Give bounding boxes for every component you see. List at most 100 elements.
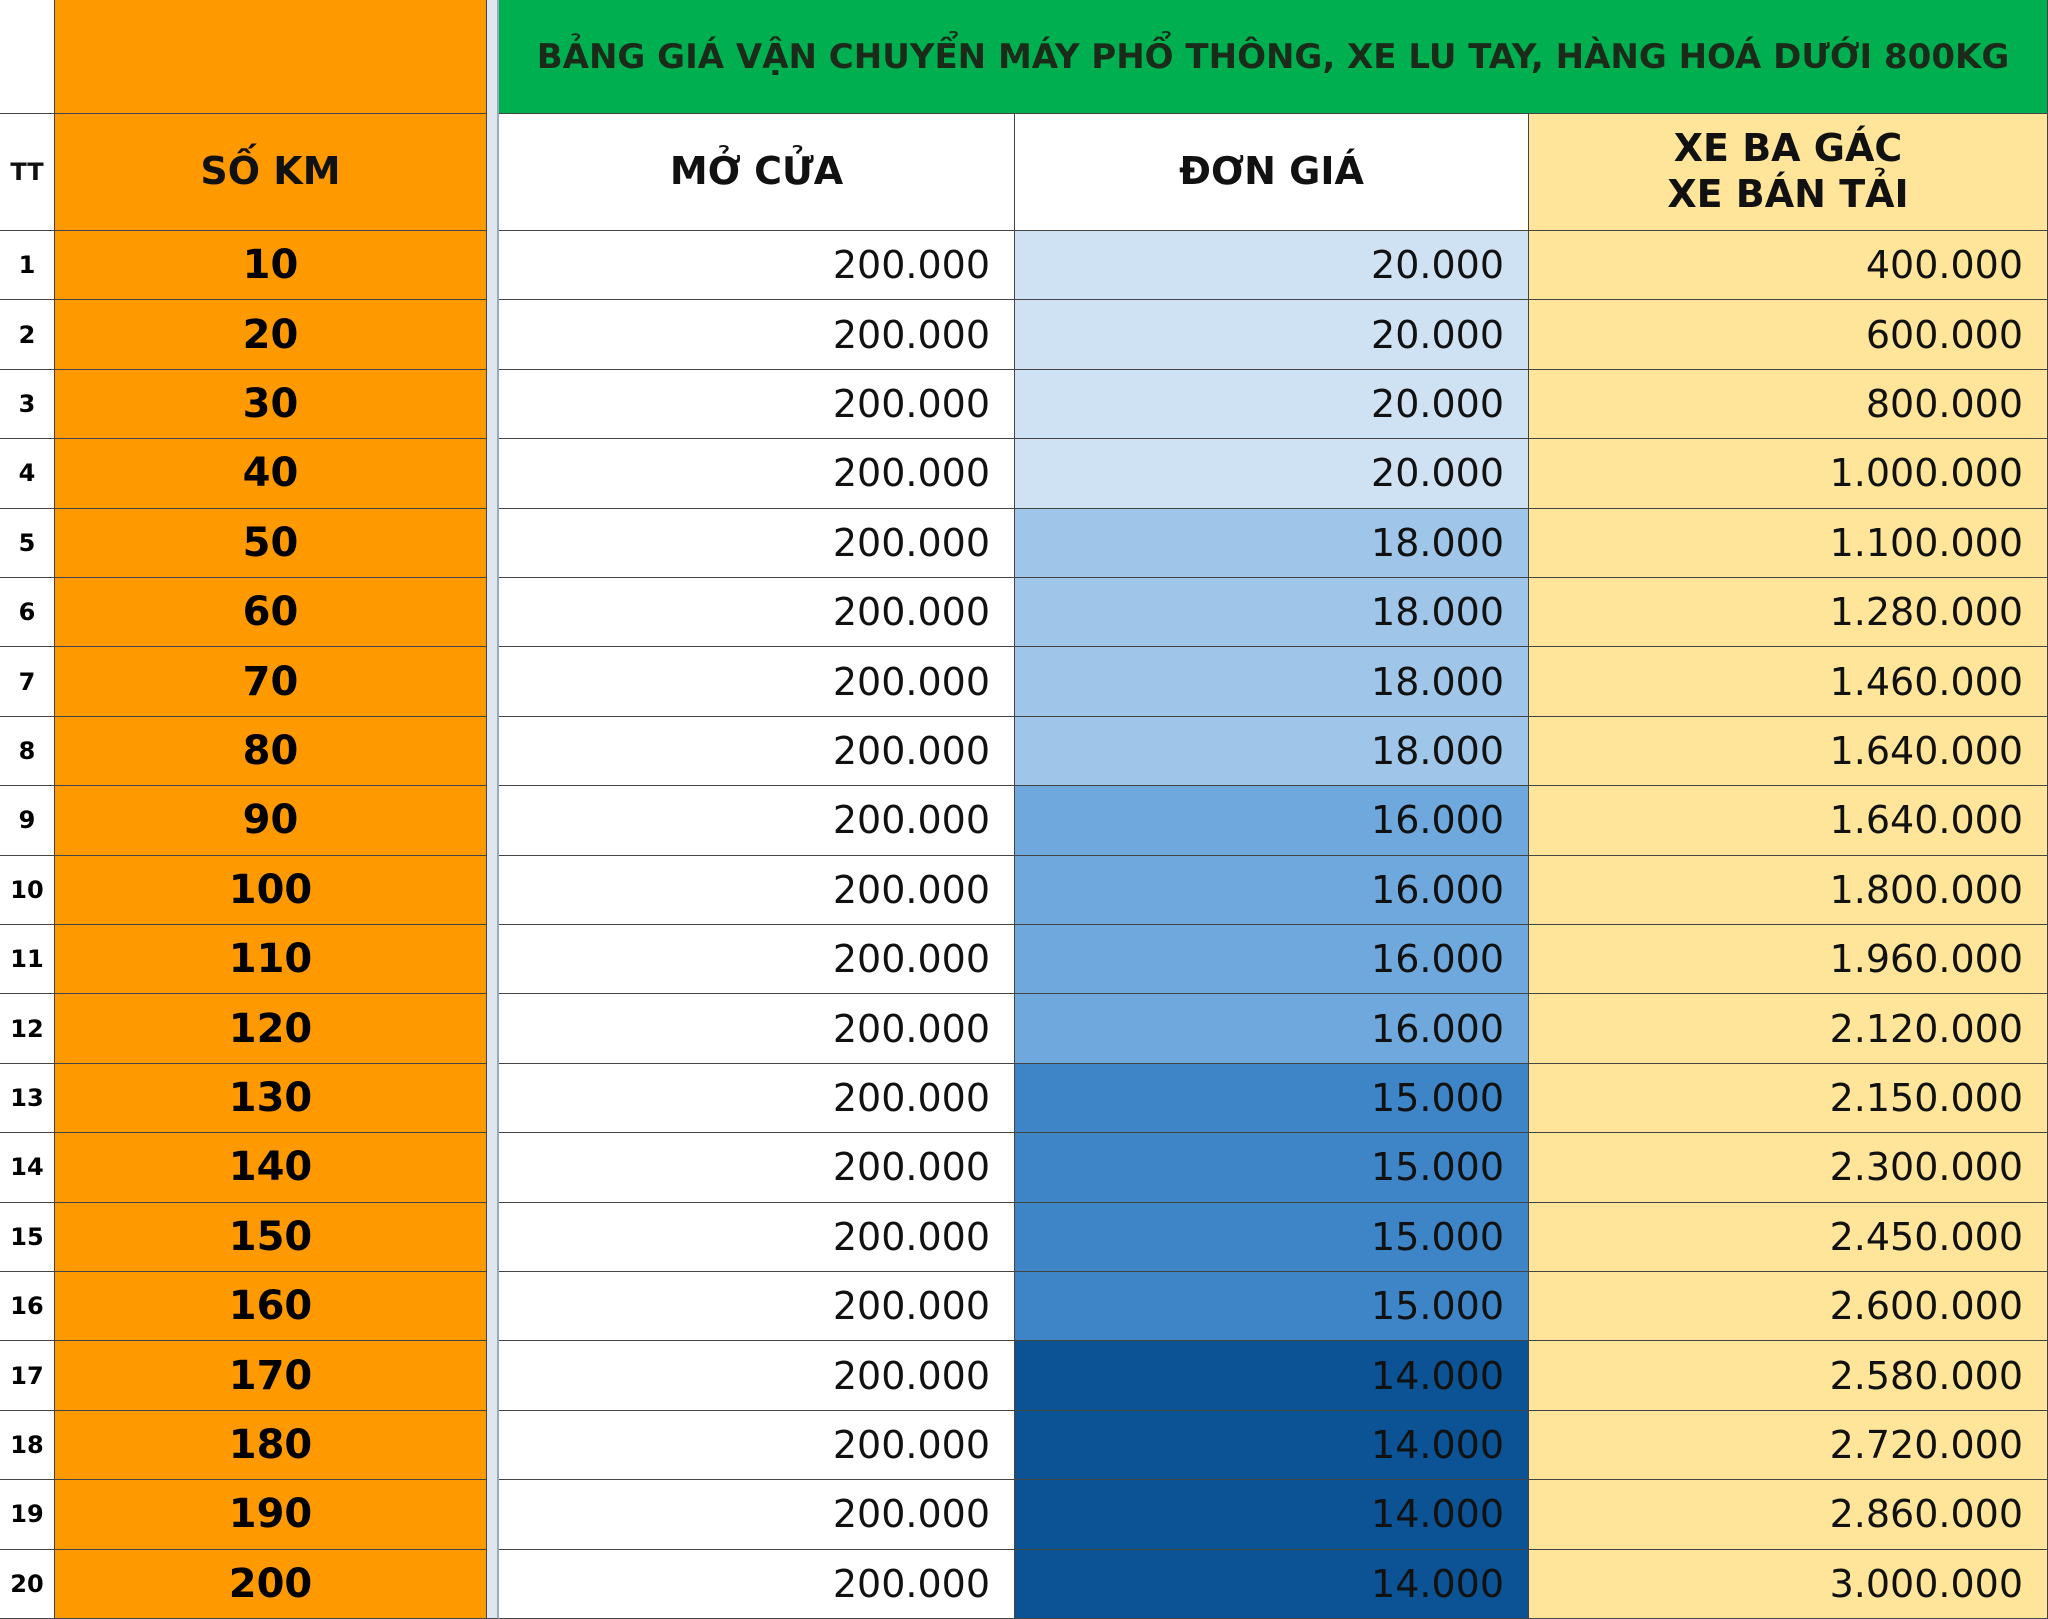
distance-km: 180 [55,1410,487,1481]
row-number: 7 [0,647,55,717]
truck-price: 2.580.000 [1529,1341,2048,1411]
distance-km: 200 [55,1549,487,1619]
unit-price: 15.000 [1015,1063,1529,1134]
truck-price: 1.000.000 [1529,439,2048,509]
header-orange [55,0,487,114]
opening-fee: 200.000 [499,369,1015,440]
distance-km: 80 [55,716,487,787]
truck-price: 1.640.000 [1529,716,2048,787]
truck-price: 1.640.000 [1529,786,2048,856]
opening-fee: 200.000 [499,1202,1015,1272]
row-number: 2 [0,300,55,370]
row-number: 19 [0,1480,55,1550]
row-number: 17 [0,1341,55,1411]
unit-price: 14.000 [1015,1480,1529,1550]
unit-price: 20.000 [1015,369,1529,440]
opening-fee: 200.000 [499,716,1015,787]
truck-price: 2.720.000 [1529,1410,2048,1481]
opening-fee: 200.000 [499,1272,1015,1342]
truck-price: 600.000 [1529,300,2048,370]
unit-price: 15.000 [1015,1272,1529,1342]
opening-fee: 200.000 [499,994,1015,1064]
unit-price: 16.000 [1015,925,1529,995]
truck-price: 1.280.000 [1529,578,2048,648]
distance-km: 40 [55,439,487,509]
opening-fee: 200.000 [499,647,1015,717]
distance-km: 120 [55,994,487,1064]
truck-price: 2.450.000 [1529,1202,2048,1272]
row-number: 8 [0,716,55,787]
unit-price: 14.000 [1015,1341,1529,1411]
column-gap [487,0,499,1619]
distance-km: 150 [55,1202,487,1272]
row-number: 6 [0,578,55,648]
truck-price: 3.000.000 [1529,1549,2048,1619]
distance-km: 190 [55,1480,487,1550]
row-number: 5 [0,508,55,578]
opening-fee: 200.000 [499,786,1015,856]
distance-km: 70 [55,647,487,717]
row-number: 3 [0,369,55,440]
truck-price: 800.000 [1529,369,2048,440]
truck-price: 1.800.000 [1529,855,2048,925]
row-number: 14 [0,1133,55,1203]
row-number: 18 [0,1410,55,1481]
column-header: XE BA GÁC XE BÁN TẢI [1529,114,2048,231]
distance-km: 160 [55,1272,487,1342]
opening-fee: 200.000 [499,508,1015,578]
row-number: 9 [0,786,55,856]
distance-km: 90 [55,786,487,856]
truck-price: 2.300.000 [1529,1133,2048,1203]
opening-fee: 200.000 [499,1410,1015,1481]
unit-price: 14.000 [1015,1410,1529,1481]
opening-fee: 200.000 [499,300,1015,370]
row-number: 15 [0,1202,55,1272]
opening-fee: 200.000 [499,231,1015,301]
row-number: 1 [0,231,55,301]
distance-km: 30 [55,369,487,440]
unit-price: 20.000 [1015,439,1529,509]
row-number: 12 [0,994,55,1064]
truck-price: 1.960.000 [1529,925,2048,995]
opening-fee: 200.000 [499,1063,1015,1134]
unit-price: 15.000 [1015,1202,1529,1272]
distance-km: 10 [55,231,487,301]
distance-km: 60 [55,578,487,648]
unit-price: 18.000 [1015,647,1529,717]
opening-fee: 200.000 [499,1133,1015,1203]
unit-price: 16.000 [1015,855,1529,925]
opening-fee: 200.000 [499,925,1015,995]
distance-km: 50 [55,508,487,578]
distance-km: 170 [55,1341,487,1411]
row-number: 20 [0,1549,55,1619]
unit-price: 14.000 [1015,1549,1529,1619]
row-number: 16 [0,1272,55,1342]
unit-price: 18.000 [1015,716,1529,787]
opening-fee: 200.000 [499,578,1015,648]
unit-price: 16.000 [1015,994,1529,1064]
corner-cell [0,0,55,114]
opening-fee: 200.000 [499,1480,1015,1550]
truck-price: 1.100.000 [1529,508,2048,578]
truck-price: 2.120.000 [1529,994,2048,1064]
truck-price: 1.460.000 [1529,647,2048,717]
unit-price: 15.000 [1015,1133,1529,1203]
distance-km: 20 [55,300,487,370]
unit-price: 20.000 [1015,231,1529,301]
row-number: 10 [0,855,55,925]
truck-price: 2.860.000 [1529,1480,2048,1550]
row-number: 4 [0,439,55,509]
unit-price: 16.000 [1015,786,1529,856]
column-header: ĐƠN GIÁ [1015,114,1529,231]
unit-price: 20.000 [1015,300,1529,370]
distance-km: 110 [55,925,487,995]
opening-fee: 200.000 [499,1549,1015,1619]
opening-fee: 200.000 [499,1341,1015,1411]
column-header: TT [0,114,55,231]
truck-price: 2.150.000 [1529,1063,2048,1134]
row-number: 11 [0,925,55,995]
unit-price: 18.000 [1015,508,1529,578]
distance-km: 100 [55,855,487,925]
title: BẢNG GIÁ VẬN CHUYỂN MÁY PHỔ THÔNG, XE LU… [499,0,2048,114]
